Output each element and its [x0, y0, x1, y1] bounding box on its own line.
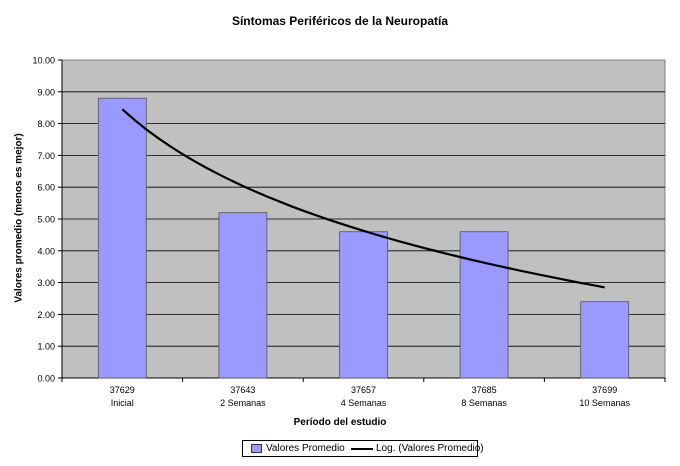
bar — [218, 212, 268, 379]
x-tick-code: 37629 — [110, 385, 135, 395]
y-tick-label: 7.00 — [37, 151, 55, 161]
legend-trend-label: Log. (Valores Promedio) — [376, 443, 484, 454]
trend-line — [121, 108, 605, 289]
legend: Valores Promedio Log. (Valores Promedio) — [242, 440, 484, 457]
bar — [97, 97, 147, 379]
legend-bar-swatch — [251, 444, 262, 453]
y-axis-title: Valores promedio (menos es mejor) — [13, 133, 25, 303]
x-tick-label: 10 Semanas — [579, 398, 630, 408]
x-tick-label: Inicial — [111, 398, 134, 408]
y-tick-label: 0.00 — [37, 374, 55, 384]
x-tick-label: 8 Semanas — [461, 398, 507, 408]
legend-item-trend: Log. (Valores Promedio) — [351, 443, 484, 454]
bar — [580, 301, 630, 379]
y-tick-label: 3.00 — [37, 278, 55, 288]
x-tick-code: 37657 — [351, 385, 376, 395]
legend-trend-swatch — [351, 447, 373, 450]
y-tick-label: 6.00 — [37, 183, 55, 193]
x-tick-code: 37685 — [472, 385, 497, 395]
x-tick-code: 37699 — [592, 385, 617, 395]
chart-title: Síntomas Periféricos de la Neuropatía — [231, 14, 449, 28]
x-tick-label: 4 Semanas — [341, 398, 387, 408]
bar — [459, 231, 509, 379]
bar — [339, 231, 388, 379]
legend-item-bars: Valores Promedio — [251, 443, 345, 454]
y-tick-label: 4.00 — [37, 246, 55, 256]
y-tick-label: 1.00 — [37, 342, 55, 352]
y-tick-label: 2.00 — [37, 310, 55, 320]
x-tick-label: 2 Semanas — [220, 398, 266, 408]
x-tick-code: 37643 — [230, 385, 255, 395]
y-tick-label: 10.00 — [32, 56, 55, 66]
y-tick-label: 8.00 — [37, 119, 55, 129]
legend-bar-label: Valores Promedio — [266, 443, 345, 454]
y-tick-label: 5.00 — [37, 215, 55, 225]
x-axis-title: Período del estudio — [293, 417, 387, 428]
y-tick-label: 9.00 — [37, 87, 55, 97]
